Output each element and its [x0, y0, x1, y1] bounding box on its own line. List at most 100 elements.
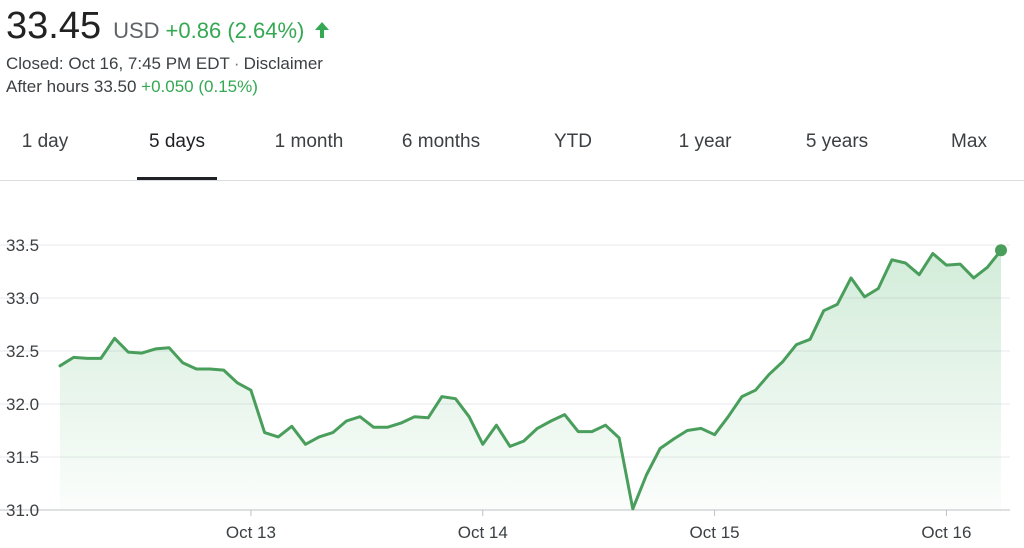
after-hours-change: +0.050 (0.15%) — [141, 77, 258, 96]
price-data-point — [235, 381, 239, 385]
tab-5-days[interactable]: 5 days — [137, 103, 217, 180]
last-price-marker — [995, 244, 1007, 257]
price-data-point — [126, 350, 130, 354]
price-data-point — [549, 419, 553, 423]
price-data-point — [985, 265, 989, 269]
price-data-point — [167, 346, 171, 350]
price-data-point — [194, 367, 198, 371]
price-data-point — [453, 397, 457, 401]
price-data-point — [72, 355, 76, 359]
price-data-point — [590, 430, 594, 434]
price-data-point — [863, 295, 867, 299]
price-data-point — [576, 430, 580, 434]
price-data-point — [685, 429, 689, 433]
tab-label: 1 year — [678, 131, 732, 152]
price-data-point — [153, 347, 157, 351]
price-data-point — [467, 415, 471, 419]
price-data-point — [303, 442, 307, 446]
after-hours-info: After hours 33.50 +0.050 (0.15%) — [6, 75, 1016, 98]
price-data-point — [808, 337, 812, 341]
price-data-point — [876, 286, 880, 290]
tab-5-years[interactable]: 5 years — [790, 103, 884, 180]
x-tick-label: Oct 15 — [690, 523, 740, 542]
y-tick-label: 33.5 — [6, 236, 39, 255]
price-data-point — [631, 507, 635, 511]
y-tick-label: 33.0 — [6, 289, 39, 308]
x-tick-label: Oct 14 — [458, 523, 508, 542]
price-data-point — [372, 425, 376, 429]
price-data-point — [972, 276, 976, 280]
y-tick-label: 31.0 — [6, 501, 39, 520]
price-data-point — [699, 426, 703, 430]
after-hours-label: After hours 33.50 — [6, 77, 137, 96]
y-tick-label: 31.5 — [6, 448, 39, 467]
price-series-line — [58, 248, 1003, 511]
price-data-point — [794, 343, 798, 347]
price-data-point — [426, 416, 430, 420]
price-data-point — [140, 351, 144, 355]
disclaimer-link[interactable]: Disclaimer — [243, 54, 323, 73]
separator-dot: · — [233, 54, 240, 73]
price-data-point — [385, 425, 389, 429]
tab-label: 1 month — [274, 131, 344, 152]
price-data-point — [740, 395, 744, 399]
price-data-point — [904, 261, 908, 265]
price-data-point — [440, 395, 444, 399]
tab-1-day[interactable]: 1 day — [0, 103, 90, 180]
tab-6-months[interactable]: 6 months — [385, 103, 497, 180]
price-line: 33.45 USD +0.86 (2.64%) — [6, 0, 1016, 52]
closed-info: Closed: Oct 16, 7:45 PM EDT · Disclaimer — [6, 52, 1016, 75]
price-data-point — [931, 251, 935, 255]
y-tick-label: 32.0 — [6, 395, 39, 414]
up-arrow-icon — [312, 20, 332, 40]
tab-label: 1 day — [21, 131, 69, 152]
price-data-point — [767, 372, 771, 376]
tab-max[interactable]: Max — [934, 103, 1004, 180]
price-data-point — [617, 436, 621, 440]
range-tabs: 1 day 5 days 1 month 6 months YTD 1 year… — [0, 103, 1024, 181]
price-data-point — [413, 415, 417, 419]
price-data-point — [535, 426, 539, 430]
price-data-point — [604, 423, 608, 427]
price-data-point — [181, 361, 185, 365]
price-data-point — [713, 433, 717, 437]
price-data-point — [208, 367, 212, 371]
tab-label: 6 months — [401, 131, 481, 152]
price-data-point — [290, 424, 294, 428]
price-data-point — [522, 439, 526, 443]
current-price: 33.45 — [6, 5, 102, 47]
y-tick-label: 32.5 — [6, 342, 39, 361]
price-data-point — [781, 360, 785, 364]
tab-1-year[interactable]: 1 year — [664, 103, 746, 180]
price-data-point — [481, 442, 485, 446]
price-chart[interactable]: 33.5 33.0 32.5 32.0 31.5 31.0 Oct 13 Oct 14 Oct … — [0, 180, 1024, 548]
price-data-point — [917, 273, 921, 277]
tab-label: Max — [951, 131, 987, 152]
price-data-point — [58, 364, 62, 368]
tab-label: 5 years — [805, 131, 869, 152]
price-data-point — [658, 447, 662, 451]
price-data-point — [563, 413, 567, 417]
price-data-point — [835, 302, 839, 306]
price-data-point — [494, 423, 498, 427]
price-data-point — [222, 368, 226, 372]
x-tick-label: Oct 16 — [921, 523, 971, 542]
active-tab-indicator — [137, 177, 217, 180]
tab-1-month[interactable]: 1 month — [258, 103, 360, 180]
price-data-point — [99, 356, 103, 360]
price-data-point — [644, 473, 648, 477]
price-data-point — [726, 415, 730, 419]
price-data-point — [249, 388, 253, 392]
price-data-point — [849, 276, 853, 280]
price-data-point — [754, 388, 758, 392]
tab-label: YTD — [554, 131, 592, 152]
quote-header: 33.45 USD +0.86 (2.64%) Closed: Oct 16, … — [6, 0, 1016, 98]
price-data-point — [85, 356, 89, 360]
price-data-point — [263, 431, 267, 435]
tab-ytd[interactable]: YTD — [537, 103, 609, 180]
price-change: +0.86 (2.64%) — [165, 18, 305, 43]
price-data-point — [317, 435, 321, 439]
price-data-point — [344, 419, 348, 423]
price-area-fill — [60, 250, 1001, 511]
currency-label: USD — [113, 18, 160, 43]
